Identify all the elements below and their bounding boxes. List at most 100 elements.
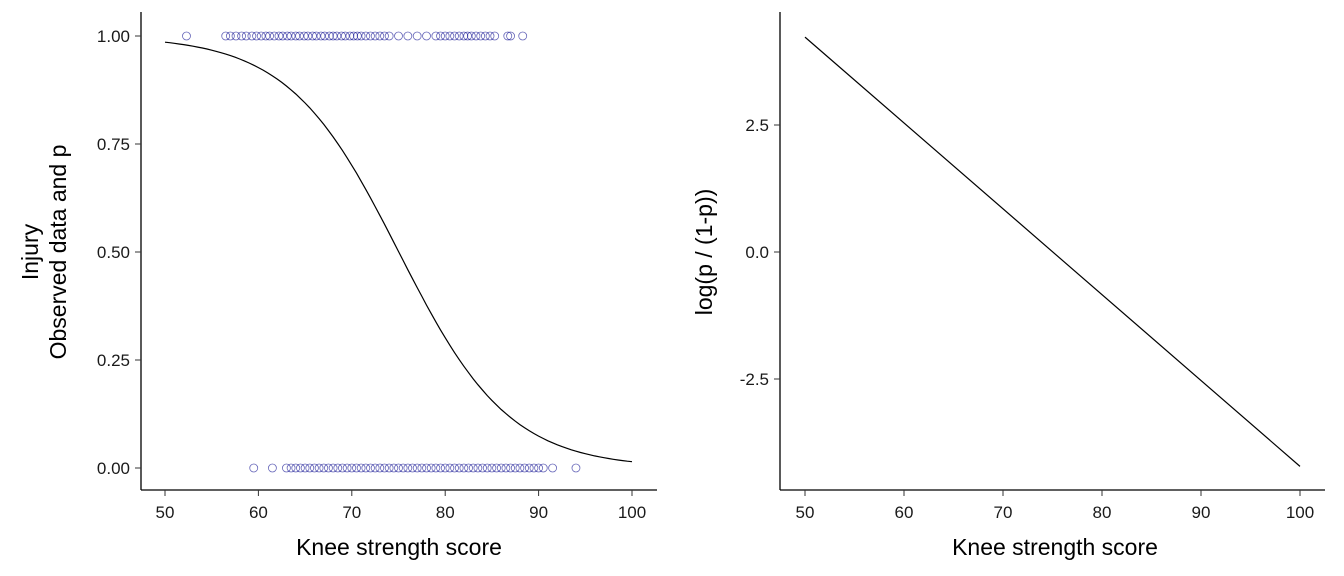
y-tick-label: 0.75	[97, 135, 130, 154]
data-point-no-injury	[412, 463, 422, 473]
data-point-no-injury	[249, 463, 259, 473]
data-point-injury	[463, 31, 473, 41]
data-point-no-injury	[496, 463, 506, 473]
x-tick-label: 50	[796, 503, 815, 522]
data-point-no-injury	[478, 463, 487, 473]
data-point-no-injury	[333, 463, 343, 473]
data-point-injury	[412, 31, 422, 41]
data-point-no-injury	[328, 463, 338, 473]
data-point-no-injury	[487, 463, 497, 473]
data-point-injury	[440, 31, 450, 41]
y-tick-label: 1.00	[97, 27, 130, 46]
data-point-no-injury	[482, 463, 492, 473]
data-point-injury	[252, 31, 261, 41]
data-point-injury	[361, 31, 371, 41]
y-axis-title: log(p / (1-p))	[691, 189, 717, 316]
data-point-injury	[454, 31, 464, 41]
data-point-no-injury	[347, 463, 357, 473]
x-tick-label: 90	[1192, 503, 1211, 522]
data-point-injury	[247, 31, 257, 41]
data-point-injury	[225, 31, 235, 41]
data-point-injury	[231, 31, 241, 41]
data-point-no-injury	[454, 463, 464, 473]
x-axis-title: Knee strength score	[952, 534, 1158, 560]
data-point-no-injury	[268, 463, 277, 473]
data-point-injury	[282, 31, 292, 41]
data-point-no-injury	[506, 463, 515, 473]
data-point-no-injury	[501, 463, 511, 473]
data-point-injury	[490, 31, 500, 41]
x-tick-label: 100	[1286, 503, 1314, 522]
x-tick-label: 80	[436, 503, 455, 522]
data-point-no-injury	[384, 463, 394, 473]
data-point-injury	[332, 31, 342, 41]
x-tick-label: 70	[994, 503, 1013, 522]
data-point-injury	[256, 31, 266, 41]
data-point-no-injury	[520, 463, 529, 473]
data-point-injury	[303, 31, 313, 41]
data-point-no-injury	[524, 463, 534, 473]
data-point-no-injury	[380, 463, 389, 473]
data-point-no-injury	[510, 463, 520, 473]
x-tick-label: 60	[249, 503, 268, 522]
data-point-injury	[394, 31, 403, 41]
data-point-injury	[295, 31, 304, 41]
data-point-no-injury	[296, 463, 305, 473]
data-point-injury	[328, 31, 338, 41]
data-point-no-injury	[548, 463, 558, 473]
data-point-no-injury	[445, 463, 455, 473]
data-point-injury	[503, 31, 513, 41]
y-tick-label: 0.0	[745, 243, 769, 262]
data-point-no-injury	[450, 463, 459, 473]
y-tick-label: -2.5	[740, 370, 769, 389]
data-point-injury	[316, 31, 326, 41]
data-point-no-injury	[538, 463, 548, 473]
data-point-no-injury	[342, 463, 352, 473]
data-point-no-injury	[338, 463, 347, 473]
data-point-no-injury	[324, 463, 333, 473]
data-point-no-injury	[403, 463, 413, 473]
data-point-injury	[436, 31, 445, 41]
data-point-no-injury	[375, 463, 385, 473]
data-point-no-injury	[417, 463, 427, 473]
data-point-injury	[286, 31, 296, 41]
data-point-injury	[291, 31, 301, 41]
data-point-no-injury	[352, 463, 361, 473]
data-point-no-injury	[515, 463, 525, 473]
data-point-no-injury	[286, 463, 296, 473]
x-tick-label: 100	[618, 503, 646, 522]
data-point-no-injury	[361, 463, 371, 473]
data-point-injury	[375, 31, 385, 41]
data-point-no-injury	[314, 463, 324, 473]
data-point-no-injury	[300, 463, 310, 473]
y-axis-title-line1: Injury	[17, 223, 43, 280]
data-point-injury	[480, 31, 490, 41]
data-point-no-injury	[571, 463, 581, 473]
data-point-injury	[370, 31, 380, 41]
data-point-injury	[299, 31, 309, 41]
data-point-injury	[356, 31, 366, 41]
data-point-injury	[366, 31, 375, 41]
data-point-no-injury	[408, 463, 417, 473]
y-tick-label: 0.00	[97, 459, 130, 478]
data-point-no-injury	[436, 463, 445, 473]
data-point-injury	[340, 31, 350, 41]
x-tick-label: 80	[1093, 503, 1112, 522]
probability-curve	[164, 41, 633, 463]
data-point-injury	[384, 31, 394, 41]
data-point-injury	[261, 31, 271, 41]
data-point-injury	[506, 31, 515, 41]
data-point-injury	[380, 31, 389, 41]
data-point-no-injury	[426, 463, 436, 473]
data-point-injury	[422, 31, 431, 41]
data-point-no-injury	[394, 463, 403, 473]
x-tick-label: 70	[342, 503, 361, 522]
data-point-injury	[241, 31, 251, 41]
data-point-no-injury	[282, 463, 291, 473]
data-point-injury	[337, 31, 346, 41]
data-point-injury	[269, 31, 279, 41]
data-point-injury	[349, 31, 359, 41]
data-point-no-injury	[319, 463, 329, 473]
data-point-injury	[221, 31, 231, 41]
data-point-injury	[518, 31, 528, 41]
